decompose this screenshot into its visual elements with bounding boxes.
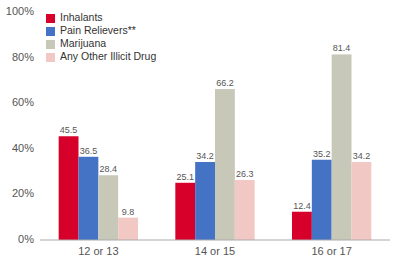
bar [175,183,195,240]
data-label: 9.8 [122,207,135,217]
legend-swatch [46,40,55,49]
bars [59,54,372,240]
x-tick-label: 14 or 15 [195,245,235,257]
bar [312,160,332,240]
chart-container: 0% 20% 40% 60% 80% 100% 45.5 25.1 12.4 36.5 34.2 35… [0,0,400,264]
chart: 0% 20% 40% 60% 80% 100% 45.5 25.1 12.4 36.5 34.2 35… [0,0,400,264]
y-tick-label: 40% [12,142,34,154]
data-label: 26.3 [236,169,254,179]
x-tick-label: 12 or 13 [78,245,118,257]
legend-swatch [46,53,55,62]
data-label: 35.2 [313,149,331,159]
bar [215,89,235,240]
data-label: 36.5 [80,146,98,156]
y-tick-label: 60% [12,96,34,108]
legend-swatch [46,27,55,36]
bar [292,212,312,240]
bar [195,162,215,240]
legend-swatch [46,14,55,23]
data-labels: 45.5 25.1 12.4 36.5 34.2 35.2 28.4 66.2 81.4 9.8 2… [60,43,370,216]
legend: InhalantsPain Relievers**MarijuanaAny Ot… [46,11,156,62]
bar [235,180,255,240]
legend-label: Marijuana [60,37,106,49]
data-label: 66.2 [216,78,234,88]
bar [118,218,138,240]
legend-item: Marijuana [46,37,106,49]
bar [59,136,79,240]
bar [332,54,352,240]
x-axis-line [40,240,390,241]
data-label: 25.1 [176,172,194,182]
legend-label: Pain Relievers** [60,24,136,36]
bar [352,162,372,240]
legend-item: Inhalants [46,11,103,23]
y-tick-label: 0% [18,233,34,245]
data-label: 28.4 [99,164,117,174]
data-label: 45.5 [60,125,78,135]
y-tick-label: 100% [6,5,34,17]
legend-label: Any Other Illicit Drug [60,50,156,62]
legend-label: Inhalants [60,11,103,23]
data-label: 12.4 [293,201,311,211]
bar [79,157,99,240]
data-label: 34.2 [353,151,371,161]
data-label: 81.4 [333,43,351,53]
legend-item: Pain Relievers** [46,24,136,36]
y-tick-label: 20% [12,187,34,199]
y-tick-label: 80% [12,51,34,63]
bar [98,175,118,240]
legend-item: Any Other Illicit Drug [46,50,156,62]
x-tick-label: 16 or 17 [311,245,351,257]
data-label: 34.2 [196,151,214,161]
